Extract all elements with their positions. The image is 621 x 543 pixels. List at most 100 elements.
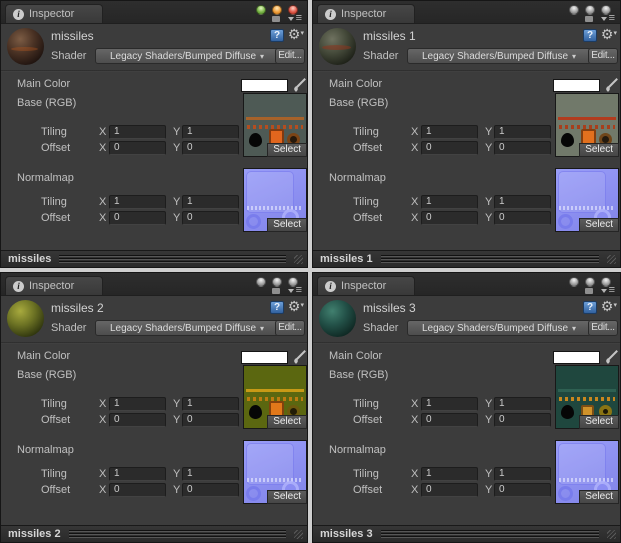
select-button[interactable]: Select (579, 143, 619, 157)
resize-grip-icon[interactable] (607, 529, 616, 539)
window-button[interactable] (585, 277, 595, 287)
select-button[interactable]: Select (579, 218, 619, 232)
window-menu-icon[interactable]: ≡ (287, 285, 302, 296)
shader-dropdown[interactable]: Legacy Shaders/Bumped Diffuse ▾ (407, 320, 591, 336)
window-button[interactable] (569, 5, 579, 15)
window-button[interactable] (569, 277, 579, 287)
lock-icon[interactable] (585, 16, 593, 22)
edit-button[interactable]: Edit... (275, 48, 305, 64)
window-button[interactable] (256, 277, 266, 287)
tab-inspector[interactable]: i Inspector (317, 276, 415, 295)
base-offset-y-field[interactable]: 0 (182, 141, 239, 155)
lock-icon[interactable] (585, 288, 593, 294)
tab-inspector[interactable]: i Inspector (5, 4, 103, 23)
lock-icon[interactable] (272, 16, 280, 22)
normalmap-thumbnail[interactable]: Select (555, 168, 619, 232)
preview-bar[interactable]: missiles 2 (1, 525, 307, 542)
main-color-swatch[interactable] (553, 351, 600, 364)
base-tiling-x-field[interactable]: 1 (109, 397, 166, 411)
base-tiling-x-field[interactable]: 1 (421, 397, 478, 411)
base-tiling-y-field[interactable]: 1 (494, 397, 551, 411)
preview-bar[interactable]: missiles (1, 250, 307, 267)
eyedropper-icon[interactable] (292, 347, 307, 364)
normalmap-thumbnail[interactable]: Select (555, 440, 619, 504)
preview-bar[interactable]: missiles 1 (313, 250, 620, 267)
tab-inspector[interactable]: i Inspector (317, 4, 415, 23)
preview-bar[interactable]: missiles 3 (313, 525, 620, 542)
window-menu-icon[interactable]: ≡ (600, 285, 615, 296)
select-button[interactable]: Select (579, 415, 619, 429)
help-icon[interactable]: ? (583, 301, 597, 314)
drag-handle[interactable] (380, 530, 599, 538)
main-color-swatch[interactable] (553, 79, 600, 92)
main-color-swatch[interactable] (241, 79, 288, 92)
lock-icon[interactable] (272, 288, 280, 294)
drag-handle[interactable] (59, 255, 286, 263)
window-menu-icon[interactable]: ≡ (600, 13, 615, 24)
gear-icon[interactable]: ⚙▾ (287, 26, 304, 42)
normal-offset-y-field[interactable]: 0 (182, 483, 239, 497)
window-button[interactable] (601, 277, 611, 287)
normal-tiling-y-field[interactable]: 1 (494, 195, 551, 209)
shader-dropdown[interactable]: Legacy Shaders/Bumped Diffuse ▾ (95, 48, 279, 64)
edit-button[interactable]: Edit... (588, 320, 618, 336)
tab-inspector[interactable]: i Inspector (5, 276, 103, 295)
normal-tiling-y-field[interactable]: 1 (494, 467, 551, 481)
normal-offset-x-field[interactable]: 0 (421, 483, 478, 497)
normal-tiling-y-field[interactable]: 1 (182, 467, 239, 481)
base-tiling-y-field[interactable]: 1 (494, 125, 551, 139)
normal-tiling-y-field[interactable]: 1 (182, 195, 239, 209)
base-tiling-y-field[interactable]: 1 (182, 125, 239, 139)
normal-tiling-x-field[interactable]: 1 (421, 467, 478, 481)
base-offset-x-field[interactable]: 0 (109, 413, 166, 427)
window-button-green[interactable] (256, 5, 266, 15)
window-button-orange[interactable] (272, 5, 282, 15)
shader-dropdown[interactable]: Legacy Shaders/Bumped Diffuse ▾ (407, 48, 591, 64)
base-texture-thumbnail[interactable]: Select (555, 93, 619, 157)
eyedropper-icon[interactable] (604, 75, 620, 92)
edit-button[interactable]: Edit... (275, 320, 305, 336)
help-icon[interactable]: ? (583, 29, 597, 42)
base-offset-x-field[interactable]: 0 (109, 141, 166, 155)
eyedropper-icon[interactable] (292, 75, 307, 92)
select-button[interactable]: Select (267, 143, 307, 157)
normal-offset-x-field[interactable]: 0 (109, 211, 166, 225)
normal-tiling-x-field[interactable]: 1 (109, 467, 166, 481)
base-offset-y-field[interactable]: 0 (494, 141, 551, 155)
normal-offset-y-field[interactable]: 0 (494, 211, 551, 225)
help-icon[interactable]: ? (270, 29, 284, 42)
drag-handle[interactable] (380, 255, 599, 263)
window-button[interactable] (601, 5, 611, 15)
gear-icon[interactable]: ⚙▾ (600, 26, 617, 42)
normalmap-thumbnail[interactable]: Select (243, 168, 307, 232)
window-button[interactable] (288, 277, 298, 287)
eyedropper-icon[interactable] (604, 347, 620, 364)
normal-offset-y-field[interactable]: 0 (182, 211, 239, 225)
resize-grip-icon[interactable] (294, 254, 303, 264)
help-icon[interactable]: ? (270, 301, 284, 314)
window-button[interactable] (272, 277, 282, 287)
normal-tiling-x-field[interactable]: 1 (109, 195, 166, 209)
normal-tiling-x-field[interactable]: 1 (421, 195, 478, 209)
base-texture-thumbnail[interactable]: Select (243, 365, 307, 429)
resize-grip-icon[interactable] (607, 254, 616, 264)
select-button[interactable]: Select (579, 490, 619, 504)
normal-offset-y-field[interactable]: 0 (494, 483, 551, 497)
edit-button[interactable]: Edit... (588, 48, 618, 64)
normal-offset-x-field[interactable]: 0 (109, 483, 166, 497)
base-tiling-x-field[interactable]: 1 (421, 125, 478, 139)
main-color-swatch[interactable] (241, 351, 288, 364)
select-button[interactable]: Select (267, 218, 307, 232)
window-button-red[interactable] (288, 5, 298, 15)
window-button[interactable] (585, 5, 595, 15)
base-offset-x-field[interactable]: 0 (421, 413, 478, 427)
window-menu-icon[interactable]: ≡ (287, 13, 302, 24)
normalmap-thumbnail[interactable]: Select (243, 440, 307, 504)
base-tiling-y-field[interactable]: 1 (182, 397, 239, 411)
base-offset-y-field[interactable]: 0 (494, 413, 551, 427)
base-offset-x-field[interactable]: 0 (421, 141, 478, 155)
normal-offset-x-field[interactable]: 0 (421, 211, 478, 225)
base-offset-y-field[interactable]: 0 (182, 413, 239, 427)
shader-dropdown[interactable]: Legacy Shaders/Bumped Diffuse ▾ (95, 320, 279, 336)
base-tiling-x-field[interactable]: 1 (109, 125, 166, 139)
